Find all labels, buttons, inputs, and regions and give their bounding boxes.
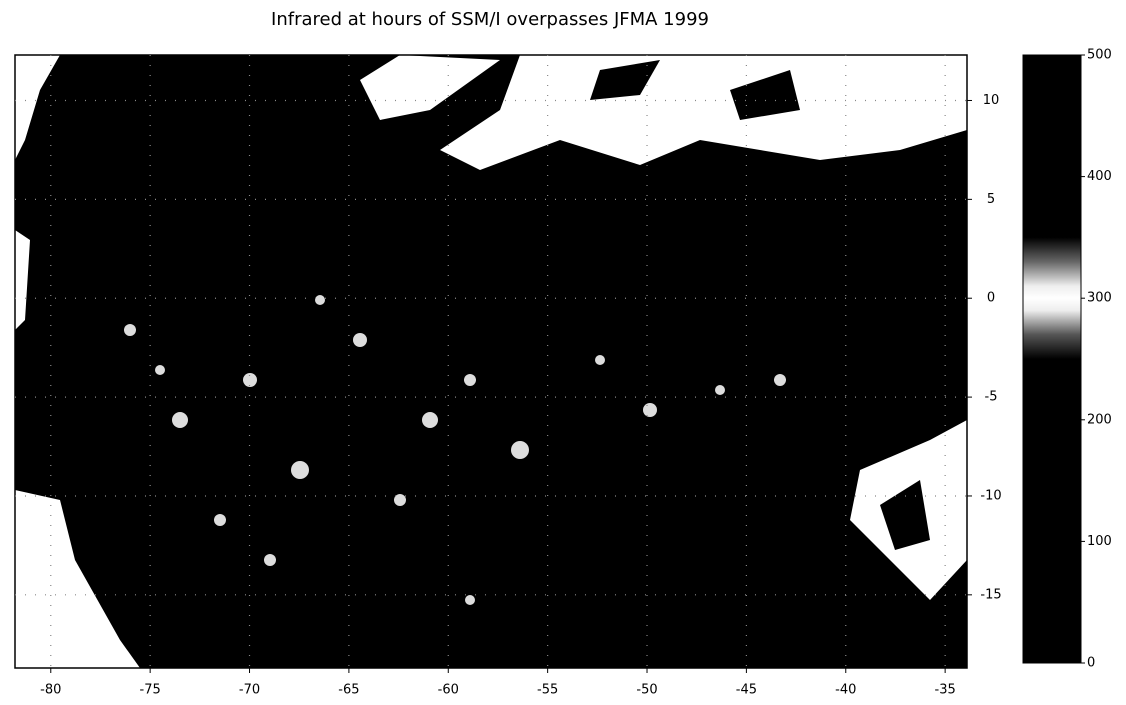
x-tick-label: -80 <box>40 683 61 698</box>
colorbar <box>1023 55 1081 663</box>
y-tick-label: 10 <box>983 93 1000 108</box>
y-tick-label: -15 <box>980 587 1001 602</box>
x-tick-label: -35 <box>935 683 956 698</box>
colorbar-tick-label: 500 <box>1087 48 1112 63</box>
colorbar-tick-label: 400 <box>1087 169 1112 184</box>
chart: Infrared at hours of SSM/I overpasses JF… <box>0 0 1126 705</box>
x-tick-label: -55 <box>537 683 558 698</box>
x-tick-label: -70 <box>239 683 260 698</box>
colorbar-tick-label: 300 <box>1087 291 1112 306</box>
y-tick-label: -10 <box>980 488 1001 503</box>
x-tick-label: -60 <box>438 683 459 698</box>
colorbar-tick-label: 200 <box>1087 412 1112 427</box>
x-tick-label: -75 <box>140 683 161 698</box>
chart-title: Infrared at hours of SSM/I overpasses JF… <box>271 9 709 30</box>
map-image <box>15 55 967 668</box>
x-tick-label: -40 <box>835 683 856 698</box>
y-tick-label: -5 <box>985 390 998 405</box>
y-tick-label: 5 <box>987 192 995 207</box>
x-tick-label: -50 <box>636 683 657 698</box>
y-tick-label: 0 <box>987 291 995 306</box>
x-tick-label: -45 <box>736 683 757 698</box>
colorbar-tick-label: 100 <box>1087 534 1112 549</box>
colorbar-tick-label: 0 <box>1087 656 1095 671</box>
x-tick-label: -65 <box>338 683 359 698</box>
